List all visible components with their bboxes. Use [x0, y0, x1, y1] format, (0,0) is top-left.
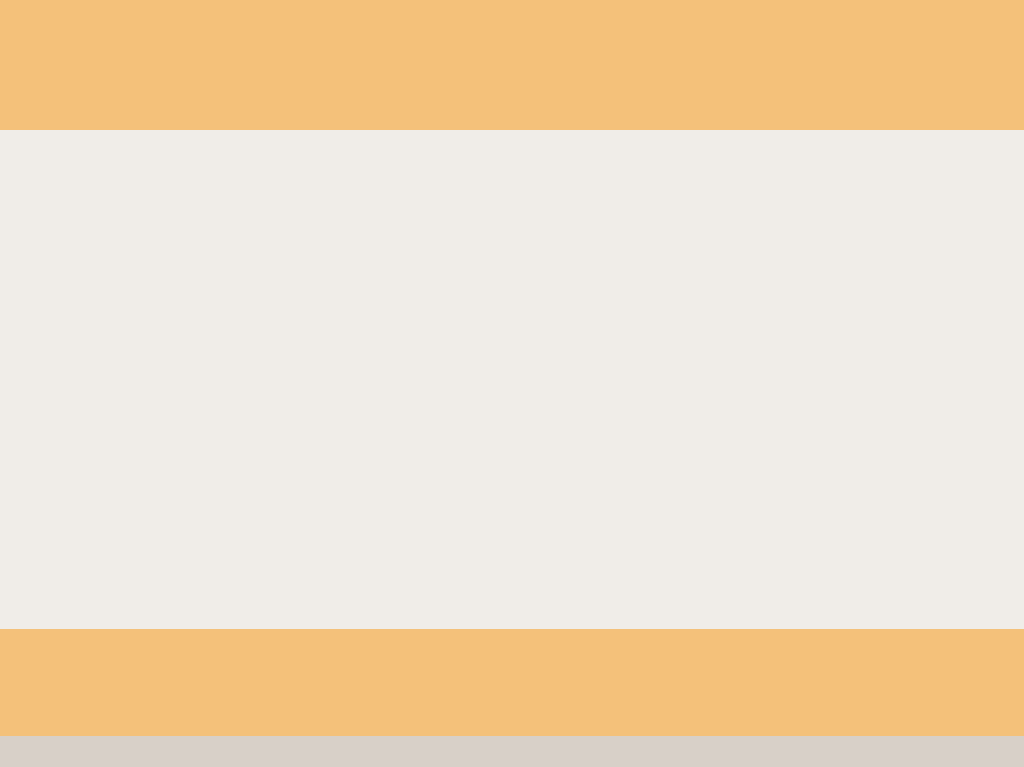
Ellipse shape — [116, 318, 145, 327]
Text: низкотемпературной сепарации (НТС).: низкотемпературной сепарации (НТС). — [275, 99, 749, 119]
Text: 1- входной сепаратор, 2,5-кожухотрубчатый теплообменник, 3-дросель.: 1- входной сепаратор, 2,5-кожухотрубчаты… — [20, 677, 702, 693]
Text: 2: 2 — [982, 742, 993, 761]
Circle shape — [841, 351, 892, 390]
Text: впрыск метанола: впрыск метанола — [528, 336, 542, 446]
Polygon shape — [596, 312, 610, 328]
FancyBboxPatch shape — [658, 293, 808, 347]
Polygon shape — [105, 273, 156, 312]
Circle shape — [487, 298, 547, 343]
Text: Промысловые установки, предназначенные для извлечения из газа: Промысловые установки, предназначенные д… — [97, 11, 927, 31]
Text: 2: 2 — [517, 268, 526, 281]
Text: 3: 3 — [591, 344, 600, 358]
Text: низконапорный газ: низконапорный газ — [26, 225, 147, 239]
Text: 5: 5 — [824, 329, 833, 344]
FancyBboxPatch shape — [326, 480, 423, 525]
Text: конденсат газовый: конденсат газовый — [314, 560, 434, 573]
Text: 1: 1 — [319, 311, 331, 329]
Polygon shape — [581, 312, 596, 328]
Text: сырой газ: сырой газ — [182, 292, 245, 305]
Text: конденсат газовый и вода: конденсат газовый и вода — [168, 422, 333, 435]
Text: сухой газ: сухой газ — [940, 298, 998, 311]
Text: 8: 8 — [127, 341, 134, 354]
Text: 6: 6 — [369, 493, 380, 512]
Text: высоконапорный газ: высоконапорный газ — [26, 364, 156, 377]
Text: 7: 7 — [74, 303, 82, 316]
Text: метанол: метанол — [136, 480, 189, 493]
FancyBboxPatch shape — [248, 293, 402, 347]
Ellipse shape — [116, 328, 145, 337]
Text: тяжелых у/в процессом НТК, на практике называют установками: тяжелых у/в процессом НТК, на практике н… — [116, 54, 908, 74]
Text: 4: 4 — [727, 311, 739, 329]
Text: Рис. 1. Принципиальная технологическая схема установки НТС:: Рис. 1. Принципиальная технологическая с… — [20, 642, 618, 657]
Circle shape — [57, 265, 97, 295]
Text: конденсат газовый и метанол: конденсат газовый и метанол — [449, 480, 637, 493]
Text: 4- низкотемпературный сепаратор, 6-емкость для сбора конденсата: 4- низкотемпературный сепаратор, 6-емкос… — [20, 713, 664, 729]
